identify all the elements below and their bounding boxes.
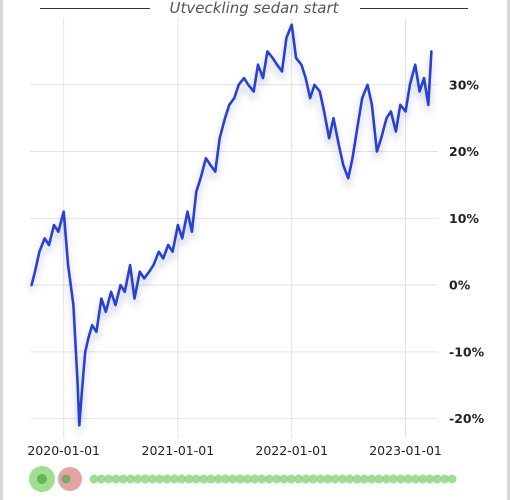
indicator-dot <box>337 474 347 484</box>
x-tick-labels: 2020-01-01 2021-01-01 2022-01-01 2023-01-01 <box>27 443 442 458</box>
indicator-dot <box>96 474 106 484</box>
y-tick-label: -20% <box>449 411 485 426</box>
x-gridlines <box>63 18 407 438</box>
indicator-dot <box>330 474 340 484</box>
indicator-dot <box>294 474 304 484</box>
indicator-dot <box>279 474 289 484</box>
indicator-dot <box>359 474 369 484</box>
title-rule-left <box>40 8 150 9</box>
indicator-dot <box>228 474 238 484</box>
series-layer <box>30 23 433 427</box>
indicator-dot <box>221 474 231 484</box>
carousel-indicator[interactable] <box>29 466 457 492</box>
indicator-dot <box>396 474 406 484</box>
x-tick-label: 2023-01-01 <box>369 443 442 458</box>
series-line <box>30 23 433 427</box>
indicator-dot <box>264 474 274 484</box>
x-tick-label: 2022-01-01 <box>255 443 328 458</box>
indicator-dot <box>155 474 165 484</box>
y-tick-label: 20% <box>449 144 479 159</box>
y-tick-label: 30% <box>449 77 479 92</box>
indicator-dot <box>323 474 333 484</box>
indicator-dot <box>111 474 121 484</box>
indicator-dot-highlight-core <box>61 474 71 484</box>
indicator-dot <box>286 474 296 484</box>
indicator-dot <box>242 474 252 484</box>
x-tick-label: 2020-01-01 <box>27 443 100 458</box>
indicator-dot <box>308 474 318 484</box>
indicator-dot <box>410 474 420 484</box>
indicator-dot <box>381 474 391 484</box>
indicator-dot <box>162 474 172 484</box>
indicator-dot <box>432 474 442 484</box>
title-rule-right <box>360 8 468 9</box>
y-tick-labels: -20% -10% 0% 10% 20% 30% <box>449 77 485 426</box>
indicator-dot <box>345 474 355 484</box>
indicator-dot <box>250 474 260 484</box>
right-frame-border <box>507 0 510 500</box>
indicator-dot-active-core <box>37 474 47 484</box>
indicator-dot <box>104 474 114 484</box>
y-tick-label: 0% <box>449 278 471 293</box>
indicator-dot <box>367 474 377 484</box>
y-tick-label: -10% <box>449 344 485 359</box>
indicator-dot <box>389 474 399 484</box>
indicator-dot <box>177 474 187 484</box>
indicator-dot <box>257 474 267 484</box>
indicator-dot <box>184 474 194 484</box>
indicator-dot <box>418 474 428 484</box>
indicator-dot <box>133 474 143 484</box>
x-tick-label: 2021-01-01 <box>142 443 215 458</box>
indicator-dot <box>301 474 311 484</box>
indicator-dot <box>147 474 157 484</box>
indicator-dot <box>352 474 362 484</box>
indicator-dot <box>206 474 216 484</box>
indicator-dot <box>169 474 179 484</box>
indicator-dot <box>425 474 435 484</box>
indicator-dot <box>213 474 223 484</box>
indicator-dot <box>374 474 384 484</box>
y-gridlines <box>30 84 438 420</box>
indicator-dot <box>89 474 99 484</box>
indicator-dot <box>440 474 450 484</box>
indicator-dot <box>272 474 282 484</box>
chart-title-block: Utveckling sedan start <box>40 0 468 18</box>
indicator-dot <box>315 474 325 484</box>
indicator-dot <box>140 474 150 484</box>
indicator-dot <box>191 474 201 484</box>
indicator-dot <box>447 474 457 484</box>
indicator-dot <box>403 474 413 484</box>
y-tick-label: 10% <box>449 211 479 226</box>
indicator-dot <box>118 474 128 484</box>
indicator-dot <box>126 474 136 484</box>
indicator-dot <box>235 474 245 484</box>
indicator-dot <box>199 474 209 484</box>
chart-title: Utveckling sedan start <box>169 0 339 17</box>
left-frame-border <box>0 0 3 500</box>
